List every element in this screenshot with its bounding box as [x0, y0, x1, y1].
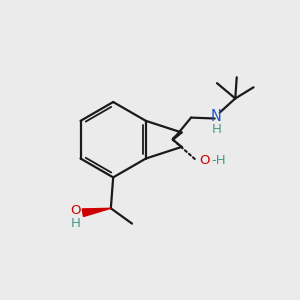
Text: O: O [199, 154, 209, 167]
Text: H: H [70, 217, 80, 230]
Text: O: O [70, 204, 80, 217]
Text: H: H [212, 123, 222, 136]
Text: N: N [211, 109, 222, 124]
Text: -H: -H [211, 154, 226, 167]
Polygon shape [82, 208, 111, 217]
